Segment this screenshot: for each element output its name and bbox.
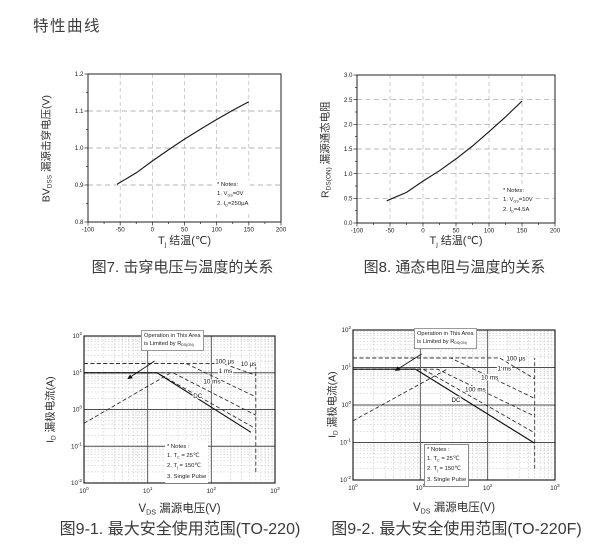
svg-text:102: 102 <box>207 486 217 495</box>
annotation-line: Operation in This Area <box>144 333 201 339</box>
svg-text:200: 200 <box>550 228 561 235</box>
note-line: 1. TC = 25℃ <box>427 456 460 463</box>
figure-9-1-annotation: Operation in This Area is Limited by RDS… <box>141 330 204 352</box>
svg-text:150: 150 <box>244 227 255 234</box>
svg-text:0.8: 0.8 <box>75 219 84 226</box>
note-line: 2. ID=4.5A <box>503 207 530 214</box>
note-line: 1. VGS=10V <box>503 197 533 204</box>
svg-text:1 ms: 1 ms <box>498 366 512 373</box>
svg-text:100: 100 <box>73 405 83 414</box>
svg-text:101: 101 <box>416 483 426 492</box>
note-line: 2. Tj = 150℃ <box>167 463 202 470</box>
svg-text:100 μs: 100 μs <box>215 359 234 366</box>
svg-text:0.5: 0.5 <box>344 196 353 203</box>
svg-text:1.1: 1.1 <box>75 108 84 115</box>
note-line: * Notes : <box>427 447 450 453</box>
note-line: * Notes: <box>503 188 524 194</box>
svg-text:1.0: 1.0 <box>344 171 353 178</box>
svg-text:100: 100 <box>79 486 89 495</box>
svg-text:103: 103 <box>270 486 280 495</box>
annotation-line: is Limited by RDS(ON) <box>144 341 194 348</box>
svg-text:0: 0 <box>151 227 155 234</box>
note-line: 2. ID=250μA <box>217 201 249 208</box>
figure-7-x-axis-label: Tj 结温(℃) <box>158 235 211 249</box>
figure-8-x-axis-label: Tj 结温(℃) <box>429 235 483 249</box>
note-line: * Notes : <box>167 444 190 450</box>
svg-text:102: 102 <box>483 483 493 492</box>
note-line: 1. TC = 25℃ <box>167 453 200 460</box>
svg-text:10-2: 10-2 <box>71 478 82 487</box>
figure-7-plot: -100 -50 0 50 100 150 200 0.8 0.9 1.0 1.1 1.2 <box>75 71 287 234</box>
note-line: 3. Single Pulse <box>427 476 467 483</box>
figure-9-1-x-axis-label: VDS 漏源电压(V) <box>138 503 221 517</box>
svg-text:10 μs: 10 μs <box>241 361 257 368</box>
svg-text:1.2: 1.2 <box>75 71 84 78</box>
note-line: 2. Tj = 150℃ <box>427 466 462 473</box>
svg-text:0.0: 0.0 <box>344 220 353 227</box>
svg-text:10-1: 10-1 <box>340 438 351 447</box>
svg-text:10-1: 10-1 <box>71 441 82 450</box>
svg-text:10-2: 10-2 <box>340 475 351 484</box>
svg-text:1.5: 1.5 <box>344 146 353 153</box>
figure-9-1-caption: 图9-1. 最大安全使用范围(TO-220) <box>59 521 301 538</box>
figure-8-caption: 图8. 通态电阻与温度的关系 <box>363 259 546 276</box>
figure-9-2-caption: 图9-2. 最大安全使用范围(TO-220F) <box>331 521 582 538</box>
svg-text:3.0: 3.0 <box>344 72 353 79</box>
figure-9-2-annotation: Operation in This Area is Limited by RDS… <box>414 328 477 350</box>
svg-text:100 μs: 100 μs <box>506 356 525 363</box>
svg-text:10 ms: 10 ms <box>203 379 220 386</box>
note-line: 1. VGS=0V <box>217 191 244 198</box>
svg-text:-50: -50 <box>116 227 126 234</box>
svg-text:100: 100 <box>342 400 352 409</box>
svg-text:0.9: 0.9 <box>75 182 84 189</box>
note-line: * Notes: <box>217 182 238 188</box>
annotation-line: Operation in This Area <box>417 331 474 337</box>
svg-text:102: 102 <box>342 325 352 334</box>
svg-text:100: 100 <box>348 483 358 492</box>
figure-7-y-axis-label: BVDSS 漏源击穿电压(V) <box>40 94 54 203</box>
figure-9-2-x-axis-label: VDS 漏源电压(V) <box>412 502 496 516</box>
svg-text:100: 100 <box>212 227 223 234</box>
svg-text:101: 101 <box>73 368 83 377</box>
figure-9-1-notes: * Notes : 1. TC = 25℃ 2. Tj = 150℃ 3. Si… <box>165 442 209 483</box>
svg-text:100 ms: 100 ms <box>465 386 486 393</box>
svg-text:DC: DC <box>451 397 461 404</box>
svg-text:2.0: 2.0 <box>344 122 353 129</box>
figure-7-notes: * Notes: 1. VGS=0V 2. ID=250μA <box>215 180 251 212</box>
svg-text:100: 100 <box>484 228 495 235</box>
note-line: 3. Single Pulse <box>167 473 207 480</box>
svg-text:1 ms: 1 ms <box>219 368 233 375</box>
svg-text:200: 200 <box>276 227 287 234</box>
figure-9-1-y-axis-label: ID 漏极电流(A) <box>44 376 58 443</box>
svg-text:50: 50 <box>453 228 460 235</box>
svg-text:102: 102 <box>73 331 83 340</box>
svg-text:0: 0 <box>421 228 425 235</box>
figure-8-y-axis-label: RDS(ON) 漏源通态电阻 <box>319 101 333 198</box>
figure-8-notes: * Notes: 1. VGS=10V 2. ID=4.5A <box>501 186 535 218</box>
svg-text:DC: DC <box>193 393 203 400</box>
figure-9-2-y-axis-label: ID 漏极电流(A) <box>326 371 340 438</box>
svg-text:1.0: 1.0 <box>75 145 84 152</box>
svg-text:2.5: 2.5 <box>344 97 353 104</box>
annotation-line: is Limited by RDS(ON) <box>417 339 467 346</box>
svg-text:101: 101 <box>342 363 352 372</box>
page-title: 特性曲线 <box>33 18 102 35</box>
svg-text:10 ms: 10 ms <box>481 374 498 381</box>
figure-7-caption: 图7. 击穿电压与温度的关系 <box>91 259 274 276</box>
svg-text:-100: -100 <box>351 228 364 235</box>
figure-9-2-notes: * Notes : 1. TC = 25℃ 2. Tj = 150℃ 3. Si… <box>424 444 470 487</box>
svg-text:-100: -100 <box>82 227 95 234</box>
svg-text:150: 150 <box>517 228 528 235</box>
svg-text:103: 103 <box>550 483 560 492</box>
svg-text:50: 50 <box>181 227 188 234</box>
svg-text:-50: -50 <box>386 228 396 235</box>
svg-text:101: 101 <box>143 486 153 495</box>
